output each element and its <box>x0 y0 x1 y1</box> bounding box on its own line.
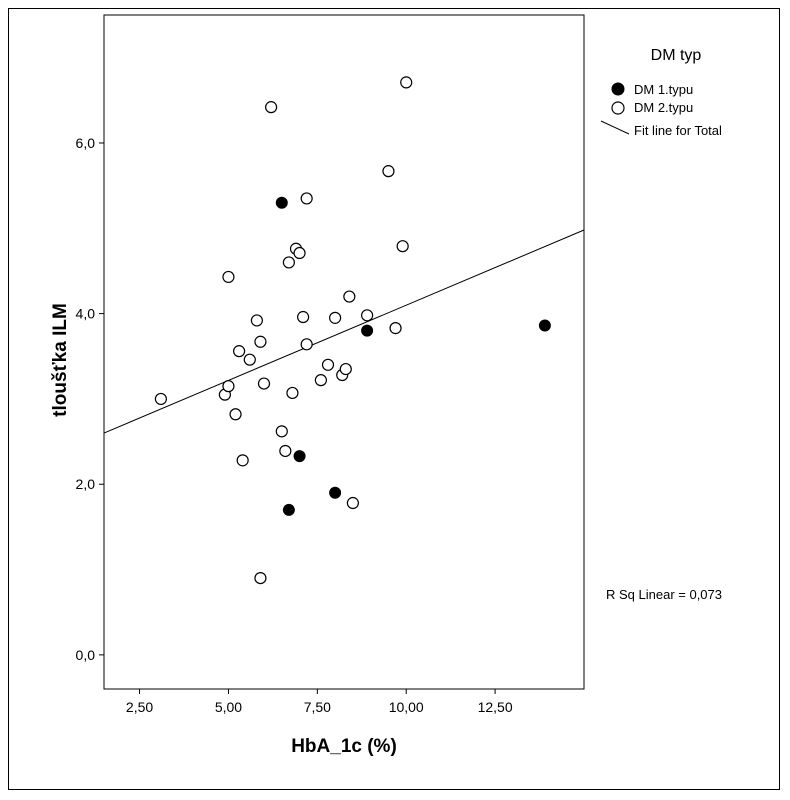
legend: DM typ DM 1.typu DM 2.typu Fit line for … <box>600 47 722 138</box>
y-axis-title: tloušťka ILM <box>50 303 71 417</box>
point-dm2 <box>257 377 271 390</box>
point-dm1 <box>275 196 288 209</box>
point-dm2 <box>346 496 359 510</box>
plot-area <box>103 14 585 690</box>
x-axis-ticks: 2,50 5,00 7,50 10,00 12,50 <box>126 689 513 715</box>
point-dm2 <box>279 444 292 458</box>
r-squared-annotation: R Sq Linear = 0,073 <box>606 587 722 602</box>
point-dm2 <box>300 192 313 205</box>
point-dm2 <box>400 76 413 89</box>
point-dm1 <box>361 324 374 337</box>
point-dm2 <box>321 358 335 371</box>
x-tick-label: 2,50 <box>126 699 153 715</box>
legend-marker-dm1 <box>611 82 625 96</box>
point-dm2 <box>293 246 306 260</box>
point-dm2 <box>222 270 235 284</box>
point-dm2 <box>233 345 246 358</box>
point-dm2 <box>339 362 352 376</box>
point-dm2 <box>286 386 299 400</box>
point-dm2 <box>300 338 313 351</box>
legend-entry-fit: Fit line for Total <box>634 123 722 138</box>
point-dm1 <box>293 450 306 463</box>
legend-entry-dm2: DM 2.typu <box>634 100 693 115</box>
y-tick-label: 0,0 <box>76 647 96 663</box>
point-dm2 <box>282 256 295 269</box>
point-dm2 <box>314 374 327 387</box>
point-dm1 <box>329 486 342 499</box>
x-tick-label: 5,00 <box>215 699 242 715</box>
point-dm2 <box>243 353 256 366</box>
legend-entry-dm1: DM 1.typu <box>634 82 693 97</box>
point-dm2 <box>297 310 310 324</box>
point-dm2 <box>265 101 278 114</box>
point-dm1 <box>282 503 295 516</box>
point-dm1 <box>538 319 551 332</box>
x-axis-title: HbA_1c (%) <box>291 736 397 757</box>
point-dm2 <box>250 314 263 327</box>
y-tick-label: 4,0 <box>76 306 96 322</box>
y-axis-ticks: 0,0 2,0 4,0 6,0 <box>76 135 104 663</box>
point-dm2 <box>389 322 402 335</box>
x-tick-label: 12,50 <box>478 699 513 715</box>
point-dm2 <box>229 408 242 421</box>
point-dm2 <box>254 335 267 348</box>
legend-fit-line-icon <box>600 120 630 135</box>
point-dm2 <box>396 240 409 253</box>
y-tick-label: 6,0 <box>76 135 96 151</box>
x-tick-label: 7,50 <box>304 699 331 715</box>
y-tick-label: 2,0 <box>76 476 96 492</box>
point-dm2 <box>222 380 235 393</box>
legend-title: DM typ <box>651 47 702 64</box>
chart-frame <box>8 8 780 790</box>
point-dm2 <box>382 165 395 178</box>
data-points <box>154 76 551 585</box>
x-tick-label: 10,00 <box>389 699 424 715</box>
point-dm2 <box>236 454 249 467</box>
legend-marker-dm2 <box>611 101 625 115</box>
point-dm2 <box>154 392 167 406</box>
point-dm2 <box>254 571 267 585</box>
point-dm2 <box>275 425 288 438</box>
point-dm2 <box>329 311 342 324</box>
point-dm2 <box>343 290 356 303</box>
point-dm2 <box>361 309 374 322</box>
fit-line <box>103 229 585 434</box>
